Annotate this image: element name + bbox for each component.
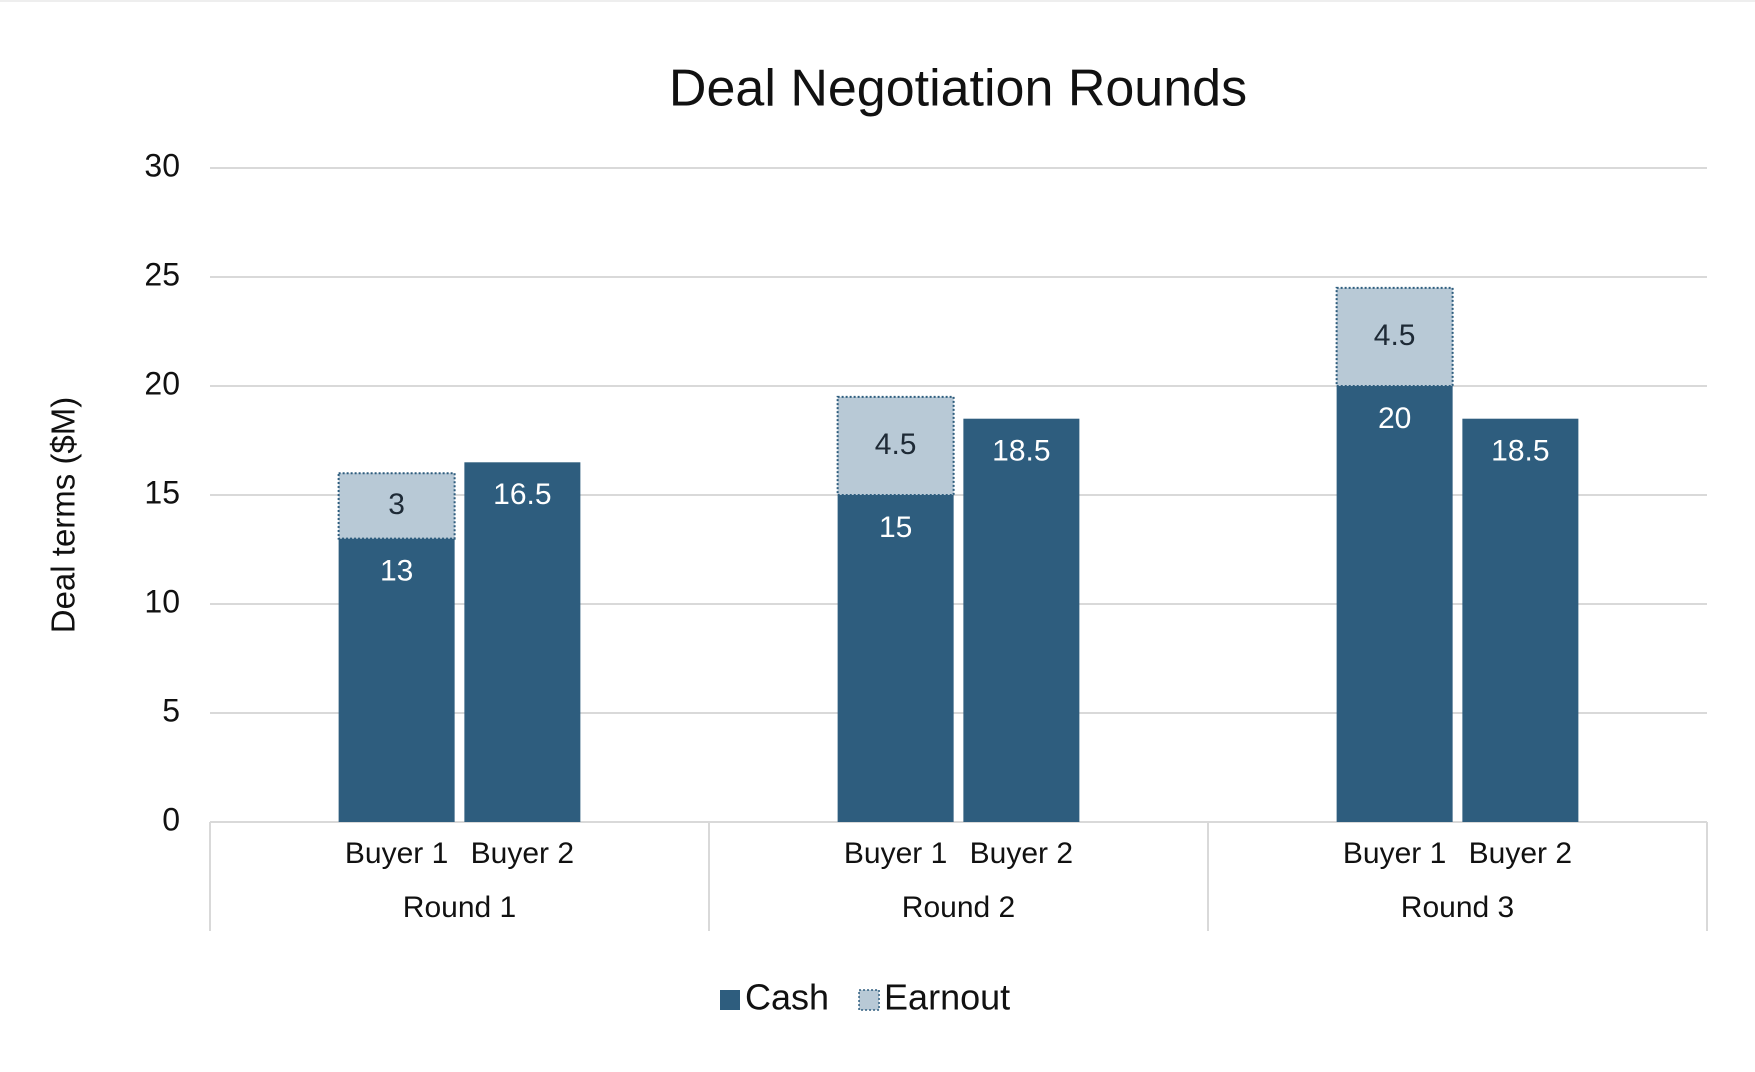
data-label: 4.5 [875,428,917,461]
legend-swatch [858,989,880,1011]
x-tick-label: Buyer 2 [1469,837,1572,870]
y-axis-label: Deal terms ($M) [45,397,82,634]
data-label: 18.5 [1491,435,1549,468]
legend-swatch [720,990,740,1010]
legend-label: Cash [745,977,829,1018]
x-tick-label: Buyer 1 [844,837,947,870]
bar-segment [963,418,1080,822]
group-label: Round 3 [1401,891,1514,924]
group-label: Round 1 [403,891,516,924]
data-label: 3 [388,488,405,521]
x-tick-label: Buyer 2 [970,837,1073,870]
y-tick-label: 0 [162,801,180,837]
x-tick-label: Buyer 2 [471,837,574,870]
y-tick-label: 20 [144,365,180,401]
data-label: 4.5 [1374,319,1416,352]
bar-segment [1335,286,1454,387]
bar-segment [464,462,581,822]
bar-segment [837,495,954,822]
data-label: 16.5 [493,478,551,511]
y-tick-label: 15 [144,474,180,510]
x-tick-label: Buyer 1 [1343,837,1446,870]
y-tick-label: 5 [162,692,180,728]
group-label: Round 2 [902,891,1015,924]
bar-segment [338,538,455,822]
legend-label: Earnout [884,977,1010,1018]
y-tick-label: 30 [144,147,180,183]
bar-segment [836,395,955,496]
data-label: 20 [1378,402,1411,435]
data-label: 18.5 [992,435,1050,468]
y-tick-label: 10 [144,583,180,619]
data-label: 13 [380,555,413,588]
x-tick-label: Buyer 1 [345,837,448,870]
bar-segment [1462,418,1579,822]
y-tick-label: 25 [144,256,180,292]
bar-segment [1336,386,1453,822]
bar-segment [337,472,456,540]
chart-title: Deal Negotiation Rounds [669,60,1247,118]
data-label: 15 [879,511,912,544]
